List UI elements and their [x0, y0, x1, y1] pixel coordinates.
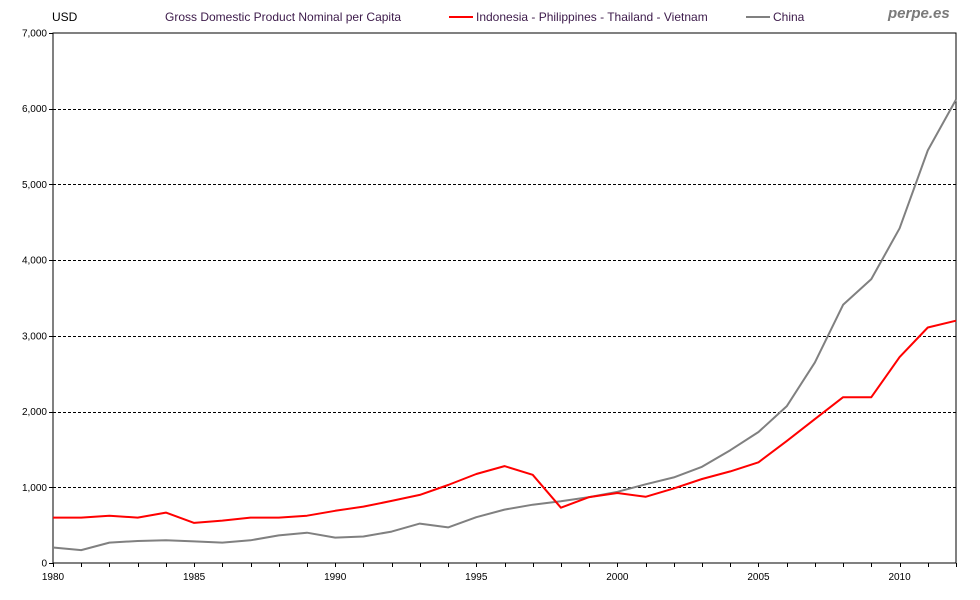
- x-tick-label: 2010: [888, 572, 911, 583]
- x-tick-label: 1980: [42, 572, 65, 583]
- y-tick-label: 1,000: [22, 483, 47, 494]
- series-line-china: [52, 99, 957, 552]
- y-tick-label: 7,000: [22, 29, 47, 40]
- brand-logo: perpe.es: [887, 5, 950, 22]
- y-tick-label: 5,000: [22, 180, 47, 191]
- y-tick-label: 3,000: [22, 331, 47, 342]
- legend-label-asean: Indonesia - Philippines - Thailand - Vie…: [476, 10, 708, 24]
- x-tick-label: 1985: [183, 572, 206, 583]
- y-tick-label: 0: [41, 559, 47, 570]
- x-tick-label: 2000: [606, 572, 629, 583]
- series-layer: [52, 99, 957, 552]
- y-tick-label: 6,000: [22, 104, 47, 115]
- chart-title: Gross Domestic Product Nominal per Capit…: [165, 10, 401, 24]
- y-axis: 0 1,000 2,000 3,000 4,000 5,000 6,000 7,000: [22, 29, 53, 570]
- y-axis-label: USD: [52, 10, 78, 24]
- legend-label-china: China: [773, 10, 805, 24]
- series-line-indonesia-philippines-thailand-vietnam: [53, 319, 957, 524]
- x-tick-label: 1990: [324, 572, 347, 583]
- x-tick-label: 1995: [465, 572, 488, 583]
- x-axis: 1980 1985 1990 1995 2000 2005 2010: [42, 563, 957, 583]
- y-tick-label: 2,000: [22, 407, 47, 418]
- x-tick-label: 2005: [747, 572, 770, 583]
- gridlines: [53, 109, 956, 488]
- plot-area-frame: [52, 32, 957, 564]
- y-tick-label: 4,000: [22, 256, 47, 267]
